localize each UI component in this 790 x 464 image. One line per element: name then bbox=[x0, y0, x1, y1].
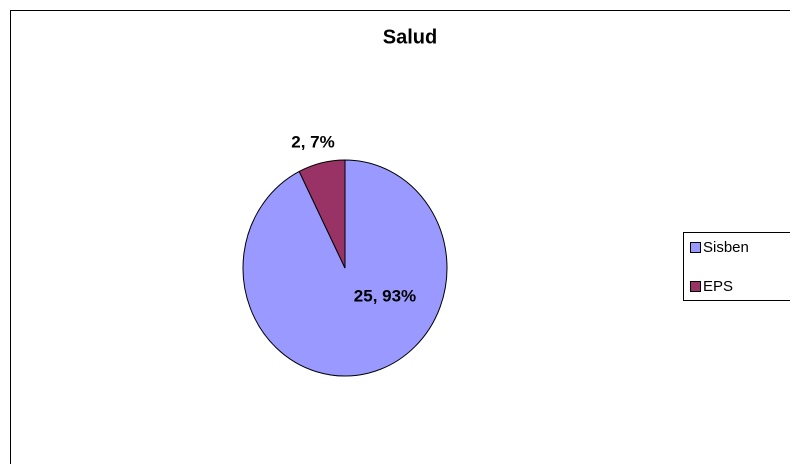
legend-swatch bbox=[690, 242, 701, 253]
legend-label: EPS bbox=[703, 278, 733, 295]
data-label: 25, 93% bbox=[354, 286, 416, 305]
pie-slice bbox=[298, 159, 346, 269]
data-label: 2, 7% bbox=[291, 132, 334, 151]
pie-slice bbox=[242, 159, 448, 377]
legend-swatch bbox=[690, 281, 701, 292]
legend-box bbox=[683, 232, 790, 301]
legend-label: Sisben bbox=[703, 239, 749, 256]
chart-title: Salud bbox=[383, 26, 437, 48]
